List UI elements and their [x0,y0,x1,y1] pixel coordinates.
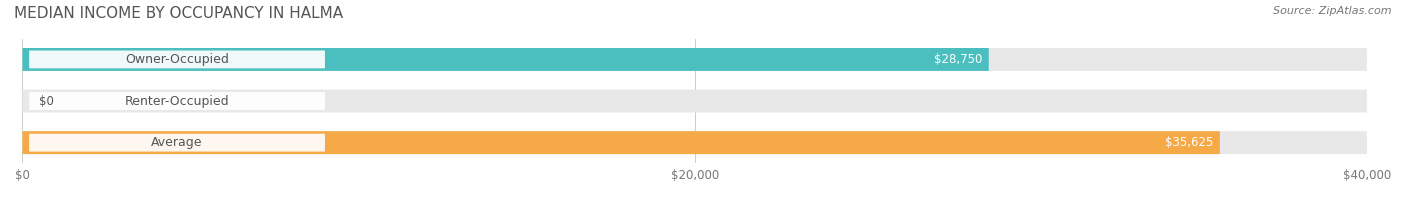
Text: MEDIAN INCOME BY OCCUPANCY IN HALMA: MEDIAN INCOME BY OCCUPANCY IN HALMA [14,6,343,21]
FancyBboxPatch shape [22,90,1367,112]
FancyBboxPatch shape [30,50,325,68]
FancyBboxPatch shape [22,48,1367,71]
Text: Source: ZipAtlas.com: Source: ZipAtlas.com [1274,6,1392,16]
Text: $35,625: $35,625 [1164,136,1213,149]
Text: $28,750: $28,750 [934,53,981,66]
Text: Average: Average [152,136,202,149]
Text: Renter-Occupied: Renter-Occupied [125,95,229,108]
FancyBboxPatch shape [30,92,325,110]
FancyBboxPatch shape [22,131,1220,154]
Text: $0: $0 [38,95,53,108]
FancyBboxPatch shape [22,131,1367,154]
Text: Owner-Occupied: Owner-Occupied [125,53,229,66]
FancyBboxPatch shape [22,48,988,71]
FancyBboxPatch shape [30,134,325,151]
